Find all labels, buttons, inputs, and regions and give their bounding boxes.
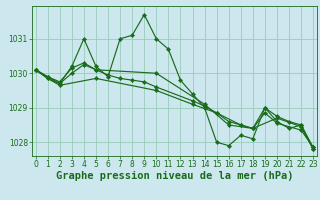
X-axis label: Graphe pression niveau de la mer (hPa): Graphe pression niveau de la mer (hPa) (56, 171, 293, 181)
